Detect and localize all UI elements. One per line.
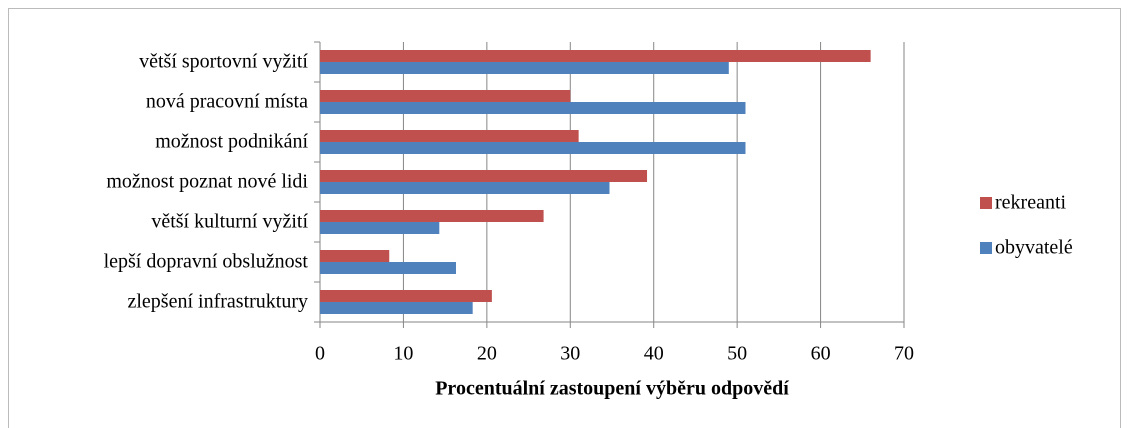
bar [320,290,492,302]
bar [320,130,579,142]
bar [320,210,544,222]
bar [320,262,456,274]
y-tick-label: zlepšení infrastruktury [128,291,309,313]
y-tick-label: větší sportovní vyžití [139,51,308,73]
bar [320,302,473,314]
y-tick-label: větší kulturní vyžití [151,211,308,233]
y-tick-label: možnost poznat nové lidi [106,171,308,193]
bar [320,250,390,262]
x-tick-label: 20 [477,343,497,365]
legend-swatch [980,197,992,209]
bar [320,102,746,114]
y-tick-label: možnost podnikání [155,131,308,153]
legend-label: rekreanti [995,192,1067,214]
x-tick-label: 70 [894,343,914,365]
bar [320,170,648,182]
bar [320,90,571,102]
y-tick-label: nová pracovní místa [146,91,308,113]
legend-label: obyvatelé [995,237,1073,259]
x-tick-label: 10 [393,343,413,365]
x-tick-label: 40 [644,343,664,365]
y-tick-label: lepší dopravní obslužnost [104,251,309,273]
x-tick-label: 50 [727,343,747,365]
x-axis-title: Procentuální zastoupení výběru odpovědí [435,378,789,400]
bar [320,222,440,234]
legend-swatch [980,242,992,254]
x-tick-label: 0 [315,343,325,365]
chart-frame [8,8,1121,428]
x-tick-label: 30 [560,343,580,365]
x-tick-label: 60 [811,343,831,365]
bar [320,142,746,154]
bar [320,182,610,194]
bar [320,50,871,62]
bar [320,62,729,74]
